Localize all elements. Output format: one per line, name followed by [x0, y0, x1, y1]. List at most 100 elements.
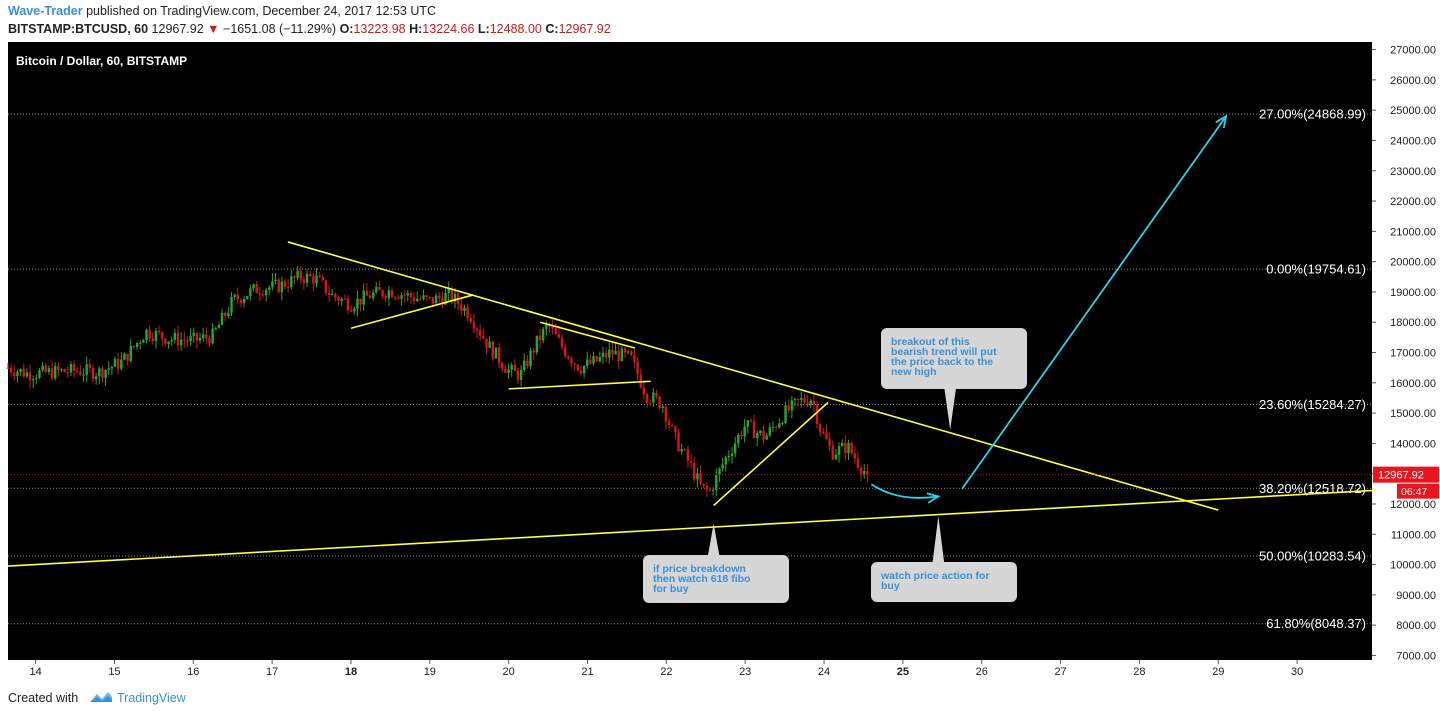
countdown-label: 06:47	[1401, 486, 1427, 498]
candle-body	[576, 364, 579, 371]
triangle-lower[interactable]	[508, 380, 651, 390]
candle-body	[513, 365, 517, 371]
candle-body	[368, 295, 372, 299]
candle-body	[19, 369, 22, 372]
candle-body	[847, 442, 850, 454]
tradingview-logo-icon[interactable]	[88, 689, 114, 705]
symbol-label: BITSTAMP:BTCUSD, 60	[8, 22, 149, 36]
candle-body	[784, 405, 787, 423]
candle-body	[47, 368, 51, 372]
candle-body	[205, 334, 208, 339]
candle-body	[560, 337, 564, 348]
candle-body	[293, 276, 296, 278]
candle-body	[765, 435, 768, 440]
candle-body	[545, 324, 548, 329]
candle-body	[113, 358, 117, 367]
candle-body	[551, 326, 554, 329]
tradingview-link[interactable]: TradingView	[117, 691, 186, 705]
candle-body	[309, 273, 312, 277]
candle-body	[50, 368, 54, 379]
ohlc-bar: BITSTAMP:BTCUSD, 60 12967.92 ▼ −1651.08 …	[8, 22, 611, 36]
candle-body	[837, 446, 841, 455]
candle-body	[693, 462, 696, 480]
candle-body	[123, 353, 126, 360]
note-watch-buy-line-0: watch price action for	[880, 570, 990, 582]
y-tick-label: 24000.00	[1390, 135, 1436, 147]
candle-body	[110, 366, 114, 369]
time-axis[interactable]	[8, 660, 1372, 682]
candle-body	[387, 290, 391, 299]
candle-body	[825, 432, 828, 440]
x-tick-label: 22	[660, 666, 672, 678]
breakout-arrow[interactable]	[961, 115, 1227, 490]
candle-body	[384, 296, 387, 299]
candle-body	[246, 296, 249, 299]
candle-body	[592, 356, 595, 364]
candle-body	[286, 286, 290, 288]
recovery-trendline[interactable]	[713, 401, 829, 507]
note-breakout-line-3: new high	[891, 366, 937, 378]
candle-body	[353, 308, 356, 312]
pullback-arrow[interactable]	[870, 483, 939, 499]
candle-body	[299, 270, 302, 280]
price-axis[interactable]	[1372, 42, 1440, 660]
candle-body	[419, 298, 422, 300]
candle-body	[28, 372, 32, 381]
rising-wedge-upper[interactable]	[350, 294, 474, 330]
candle-body	[608, 349, 611, 358]
candle-body	[230, 296, 233, 313]
candle-body	[705, 485, 709, 490]
candle-body	[104, 369, 107, 378]
candle-body	[554, 328, 557, 335]
candle-body	[179, 339, 183, 346]
candle-body	[740, 434, 743, 437]
candle-body	[94, 376, 98, 380]
bearish-trendline[interactable]	[287, 241, 1219, 511]
y-tick-label: 11000.00	[1391, 529, 1436, 541]
support-trendline[interactable]	[7, 489, 1376, 567]
triangle-upper[interactable]	[539, 321, 636, 349]
fib-label-1: 0.00%(19754.61)	[1266, 262, 1366, 277]
candle-body	[711, 490, 715, 492]
y-tick-label: 15000.00	[1390, 408, 1436, 420]
x-tick-label: 28	[1133, 666, 1145, 678]
candle-body	[302, 279, 306, 283]
candle-body	[828, 439, 831, 446]
author-link[interactable]: Wave-Trader	[8, 4, 83, 18]
candle-body	[224, 312, 227, 316]
price-chart[interactable]: 27.00%(24868.99) 0.00%(19754.61) 23.60%(15…	[0, 42, 1440, 682]
candle-body	[655, 392, 658, 397]
candle-body	[718, 468, 721, 475]
low-value: 12488.00	[489, 22, 542, 36]
candle-body	[327, 293, 331, 295]
publish-info: Wave-Trader published on TradingView.com…	[8, 4, 436, 18]
candle-body	[198, 338, 202, 341]
fib-label-5: 61.80%(8048.37)	[1266, 616, 1366, 631]
candle-body	[853, 453, 857, 459]
note-breakout-line-2: the price back to the	[891, 356, 993, 368]
candle-body	[507, 369, 510, 373]
candle-body	[535, 335, 539, 353]
candle-body	[463, 307, 466, 311]
candle-body	[13, 372, 16, 376]
fib-label-0: 27.00%(24868.99)	[1259, 107, 1366, 122]
candle-body	[66, 372, 70, 374]
note-breakdown-line-1: then watch 618 fibo	[653, 573, 750, 585]
y-tick-label: 25000.00	[1390, 105, 1436, 117]
candle-body	[856, 458, 860, 468]
candle-body	[469, 317, 472, 322]
candle-body	[85, 364, 88, 375]
candle-body	[475, 328, 479, 331]
candle-body	[25, 372, 29, 377]
candle-body	[715, 474, 718, 491]
candle-body	[800, 398, 803, 401]
x-tick-label: 21	[581, 666, 593, 678]
candle-body	[812, 400, 816, 405]
candle-body	[164, 338, 167, 344]
y-tick-label: 26000.00	[1390, 75, 1436, 87]
y-tick-label: 20000.00	[1390, 257, 1436, 269]
y-tick-label: 21000.00	[1390, 226, 1436, 238]
